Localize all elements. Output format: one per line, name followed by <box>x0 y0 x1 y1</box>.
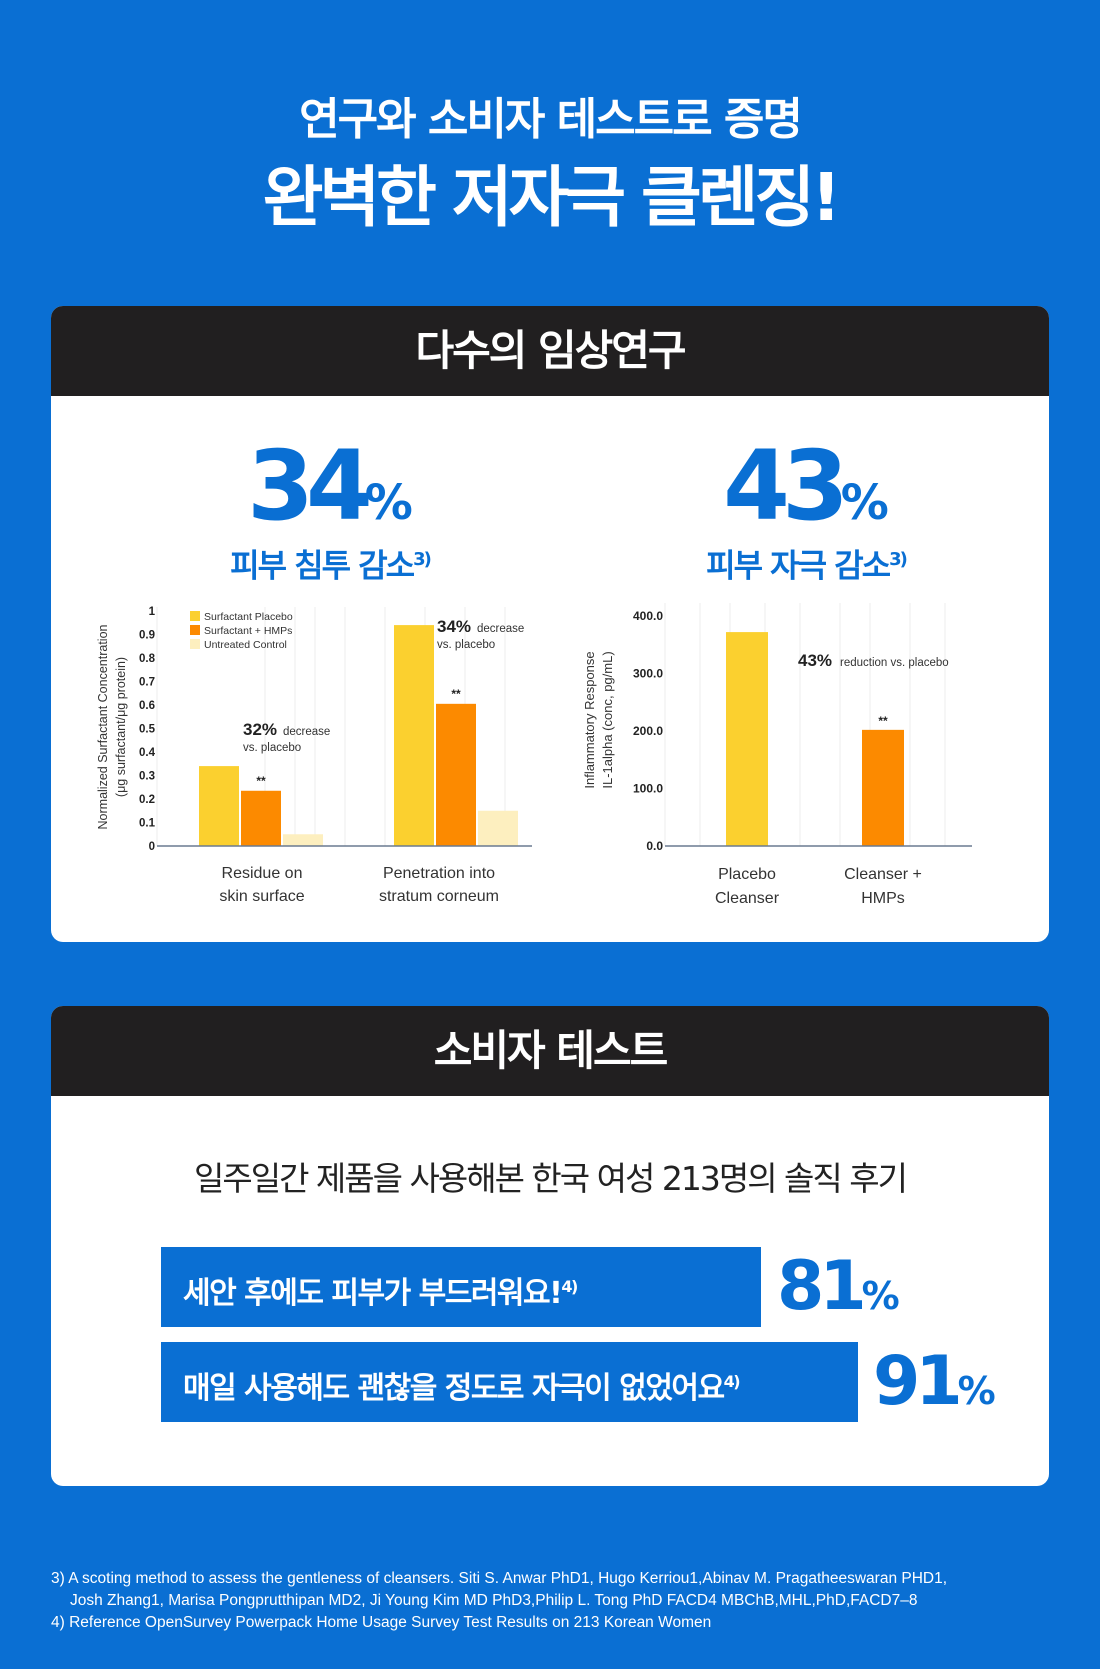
chart2-annotation-pct: 43% <box>798 651 832 670</box>
chart2-y-tick-label: 100.0 <box>633 782 663 796</box>
annotation-penetration-text: decrease <box>477 623 524 635</box>
chart2-y-tick-label: 300.0 <box>633 667 663 681</box>
chart2-y-tick-label: 0.0 <box>646 839 663 853</box>
chart2-ylabel-line1: Inflammatory Response <box>582 651 597 788</box>
chart1-annotation-penetration: 34% decrease vs. placebo <box>437 617 524 651</box>
survey-bar-irritation-text: 매일 사용해도 괜찮을 정도로 자극이 없었어요 <box>183 1371 725 1406</box>
chart1-y-tick-label: 0.6 <box>139 700 155 712</box>
survey-intro: 일주일간 제품을 사용해본 한국 여성 213명의 솔직 후기 <box>194 1159 908 1198</box>
chart1-bar <box>283 834 323 846</box>
chart1-bar <box>241 790 281 846</box>
stat-penetration-caption: 피부 침투 감소 <box>230 546 415 585</box>
stat-penetration-footnote-ref: 3) <box>413 549 432 570</box>
stat-irritation-caption: 피부 자극 감소 <box>706 546 891 585</box>
chart2-bar <box>726 632 768 846</box>
chart2-category-placebo-line1: Placebo <box>718 866 776 883</box>
chart1-annotation-residue: 32% decrease vs. placebo <box>243 720 330 754</box>
stat-penetration-unit: % <box>364 475 413 531</box>
chart2-ylabel-line2: IL-1alpha (conc, pg/mL) <box>600 651 615 788</box>
chart1-legend: Surfactant Placebo Surfactant + HMPs Unt… <box>190 611 293 651</box>
chart1-bars: ** ** <box>199 625 518 846</box>
chart1-y-tick-label: 0.8 <box>139 653 156 665</box>
survey-bar-irritation: 매일 사용해도 괜찮을 정도로 자극이 없었어요4) <box>161 1342 858 1422</box>
survey-pct-irritation-unit: % <box>957 1369 996 1413</box>
annotation-residue-pct: 32% <box>243 720 277 739</box>
survey-pct-soft-number: 81 <box>777 1247 867 1326</box>
inflammation-chart: Inflammatory Response IL-1alpha (conc, p… <box>582 603 972 907</box>
chart2-bar <box>862 729 904 846</box>
clinical-study-header: 다수의 임상연구 <box>51 306 1049 396</box>
survey-pct-soft-unit: % <box>861 1274 900 1318</box>
chart1-y-ticks: 1 0.9 0.8 0.7 0.6 0.5 0.4 0.3 0.2 0.1 0 <box>139 606 156 853</box>
survey-bar-irritation-footnote-ref: 4) <box>723 1372 741 1391</box>
footnotes: 3) A scoting method to assess the gentle… <box>51 1568 1051 1634</box>
stat-penetration: 34% 피부 침투 감소3) <box>140 436 520 586</box>
chart2-significance-mark: ** <box>878 714 888 728</box>
stat-irritation: 43% 피부 자극 감소3) <box>616 436 996 586</box>
surfactant-chart: Normalized Surfactant Concentration (μg … <box>96 606 532 905</box>
annotation-penetration-line2: vs. placebo <box>437 639 495 651</box>
chart1-bar <box>436 703 476 846</box>
annotation-residue-line2: vs. placebo <box>243 742 301 754</box>
chart2-y-ticks: 400.0 300.0 200.0 100.0 0.0 <box>633 609 663 853</box>
chart1-y-tick-label: 0.9 <box>139 630 155 642</box>
footnote-3-line2: Josh Zhang1, Marisa Pongprutthipan MD2, … <box>70 1592 918 1609</box>
hero-line-1: 연구와 소비자 테스트로 증명 <box>299 94 803 145</box>
stat-irritation-unit: % <box>840 475 889 531</box>
legend-swatch-placebo <box>190 611 200 621</box>
chart1-y-tick-label: 0.3 <box>139 771 155 783</box>
legend-label-placebo: Surfactant Placebo <box>204 611 293 623</box>
legend-label-hmps: Surfactant + HMPs <box>204 625 292 637</box>
chart1-category-penetration-line1: Penetration into <box>383 865 495 882</box>
chart1-y-tick-label: 0.1 <box>139 818 156 830</box>
legend-label-control: Untreated Control <box>204 639 287 651</box>
survey-bar-soft-text: 세안 후에도 피부가 부드러워요! <box>183 1276 563 1311</box>
chart1-y-tick-label: 0.4 <box>139 747 156 759</box>
chart1-category-residue-line1: Residue on <box>222 865 303 882</box>
chart1-bar <box>199 766 239 846</box>
hero-title: 연구와 소비자 테스트로 증명 완벽한 저자극 클렌징! <box>0 90 1100 240</box>
survey-pct-irritation: 91% <box>873 1342 996 1431</box>
chart1-y-tick-label: 0.7 <box>139 677 155 689</box>
chart2-category-placebo-line2: Cleanser <box>715 890 780 907</box>
chart1-bar <box>394 625 434 846</box>
chart2-category-hmps-line1: Cleanser + <box>844 866 922 883</box>
annotation-penetration-pct: 34% <box>437 617 471 636</box>
chart1-y-tick-label: 1 <box>149 606 156 618</box>
chart1-significance-mark: ** <box>256 774 266 788</box>
chart1-y-tick-label: 0.5 <box>139 724 156 736</box>
survey-bar-soft-footnote-ref: 4) <box>561 1277 578 1296</box>
stat-irritation-footnote-ref: 3) <box>889 549 908 570</box>
annotation-residue-text: decrease <box>283 726 330 738</box>
chart1-y-tick-label: 0 <box>149 841 155 853</box>
chart1-category-penetration-line2: stratum corneum <box>379 888 499 905</box>
chart2-y-tick-label: 400.0 <box>633 609 663 623</box>
survey-pct-soft: 81% <box>777 1247 900 1336</box>
survey-pct-irritation-number: 91 <box>873 1342 963 1421</box>
footnote-4: 4) Reference OpenSurvey Powerpack Home U… <box>51 1614 712 1631</box>
chart1-category-residue-line2: skin surface <box>219 888 304 905</box>
legend-swatch-control <box>190 639 200 649</box>
hero-line-2: 완벽한 저자극 클렌징! <box>262 159 842 236</box>
footnote-3-line1: 3) A scoting method to assess the gentle… <box>51 1570 948 1587</box>
stat-penetration-number: 34 <box>247 430 373 542</box>
chart2-bars: ** <box>726 632 904 846</box>
chart1-bar <box>478 810 518 846</box>
chart1-y-tick-label: 0.2 <box>139 794 155 806</box>
survey-bar-soft: 세안 후에도 피부가 부드러워요!4) <box>161 1247 761 1327</box>
consumer-test-header: 소비자 테스트 <box>51 1006 1049 1096</box>
legend-swatch-hmps <box>190 625 200 635</box>
chart2-annotation: 43% reduction vs. placebo <box>798 651 949 670</box>
stat-irritation-number: 43 <box>723 430 849 542</box>
chart1-ylabel-line1: Normalized Surfactant Concentration <box>96 624 110 829</box>
chart1-significance-mark: ** <box>451 687 461 701</box>
chart1-ylabel-line2: (μg surfactant/μg protein) <box>114 657 128 797</box>
chart2-annotation-text: reduction vs. placebo <box>840 657 949 669</box>
chart2-y-tick-label: 200.0 <box>633 724 663 738</box>
chart2-category-hmps-line2: HMPs <box>861 890 905 907</box>
